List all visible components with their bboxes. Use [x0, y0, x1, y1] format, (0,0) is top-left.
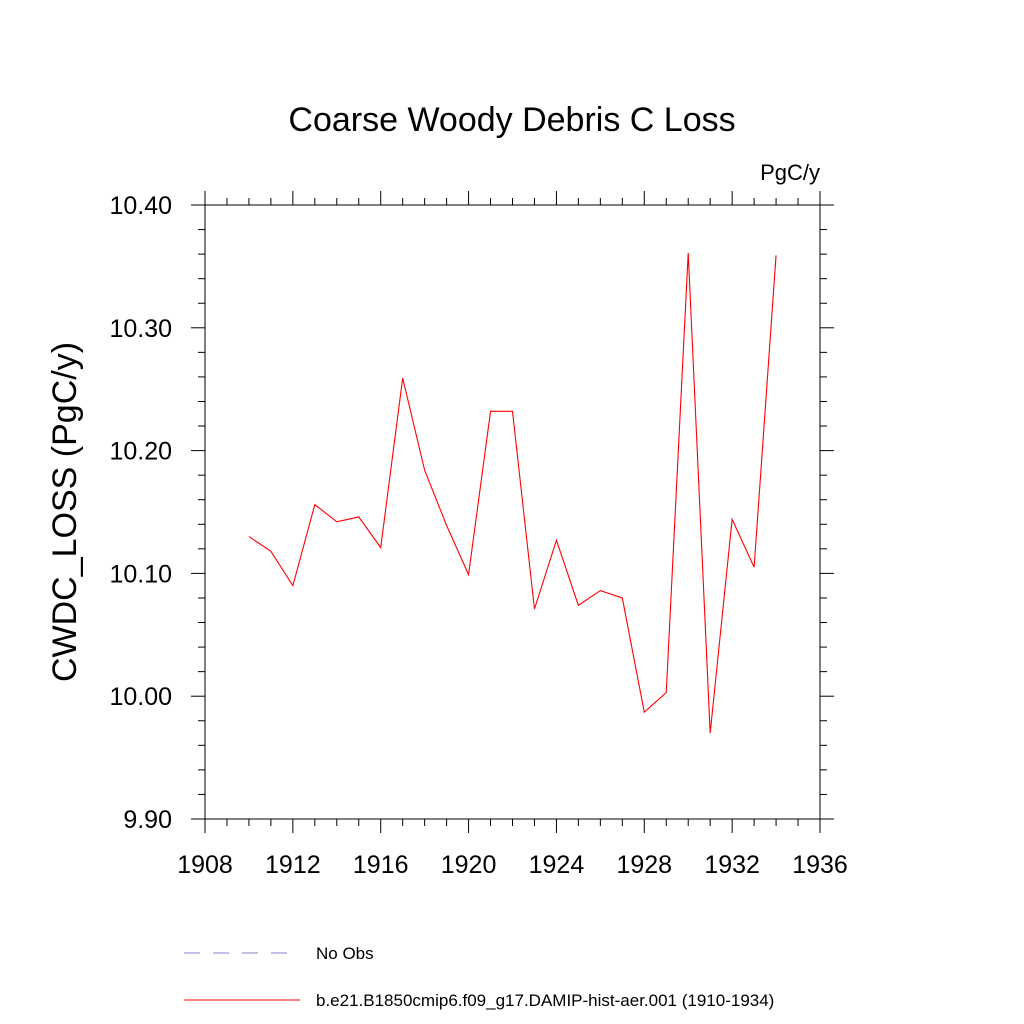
y-tick-label: 10.20: [109, 438, 172, 466]
x-tick-label: 1932: [704, 851, 760, 879]
x-tick-label: 1928: [616, 851, 672, 879]
axis-ticks: [191, 191, 834, 833]
y-axis-label: CWDC_LOSS (PgC/y): [46, 342, 84, 682]
y-tick-label: 10.10: [109, 560, 172, 588]
x-tick-label: 1912: [265, 851, 321, 879]
series-line: [248, 252, 777, 734]
legend: No Obs b.e21.B1850cmip6.f09_g17.DAMIP-his…: [184, 944, 774, 1010]
y-tick-label: 10.30: [109, 315, 172, 343]
x-tick-label: 1908: [177, 851, 233, 879]
y-tick-labels: 9.90 10.00 10.10 10.20 10.30 10.40: [109, 192, 172, 834]
y-tick-label: 9.90: [123, 806, 172, 834]
x-tick-label: 1936: [792, 851, 848, 879]
x-tick-label: 1920: [441, 851, 497, 879]
units-label: PgC/y: [760, 160, 820, 185]
legend-label: No Obs: [316, 944, 374, 963]
legend-label: b.e21.B1850cmip6.f09_g17.DAMIP-hist-aer.…: [316, 991, 774, 1010]
x-tick-label: 1924: [529, 851, 585, 879]
y-tick-label: 10.00: [109, 683, 172, 711]
series-layer: [248, 252, 777, 734]
x-tick-label: 1916: [353, 851, 409, 879]
x-tick-labels: 1908 1912 1916 1920 1924 1928 1932 1936: [177, 851, 848, 879]
y-tick-label: 10.40: [109, 192, 172, 220]
chart-title: Coarse Woody Debris C Loss: [288, 101, 735, 139]
plot-frame: [204, 204, 821, 820]
